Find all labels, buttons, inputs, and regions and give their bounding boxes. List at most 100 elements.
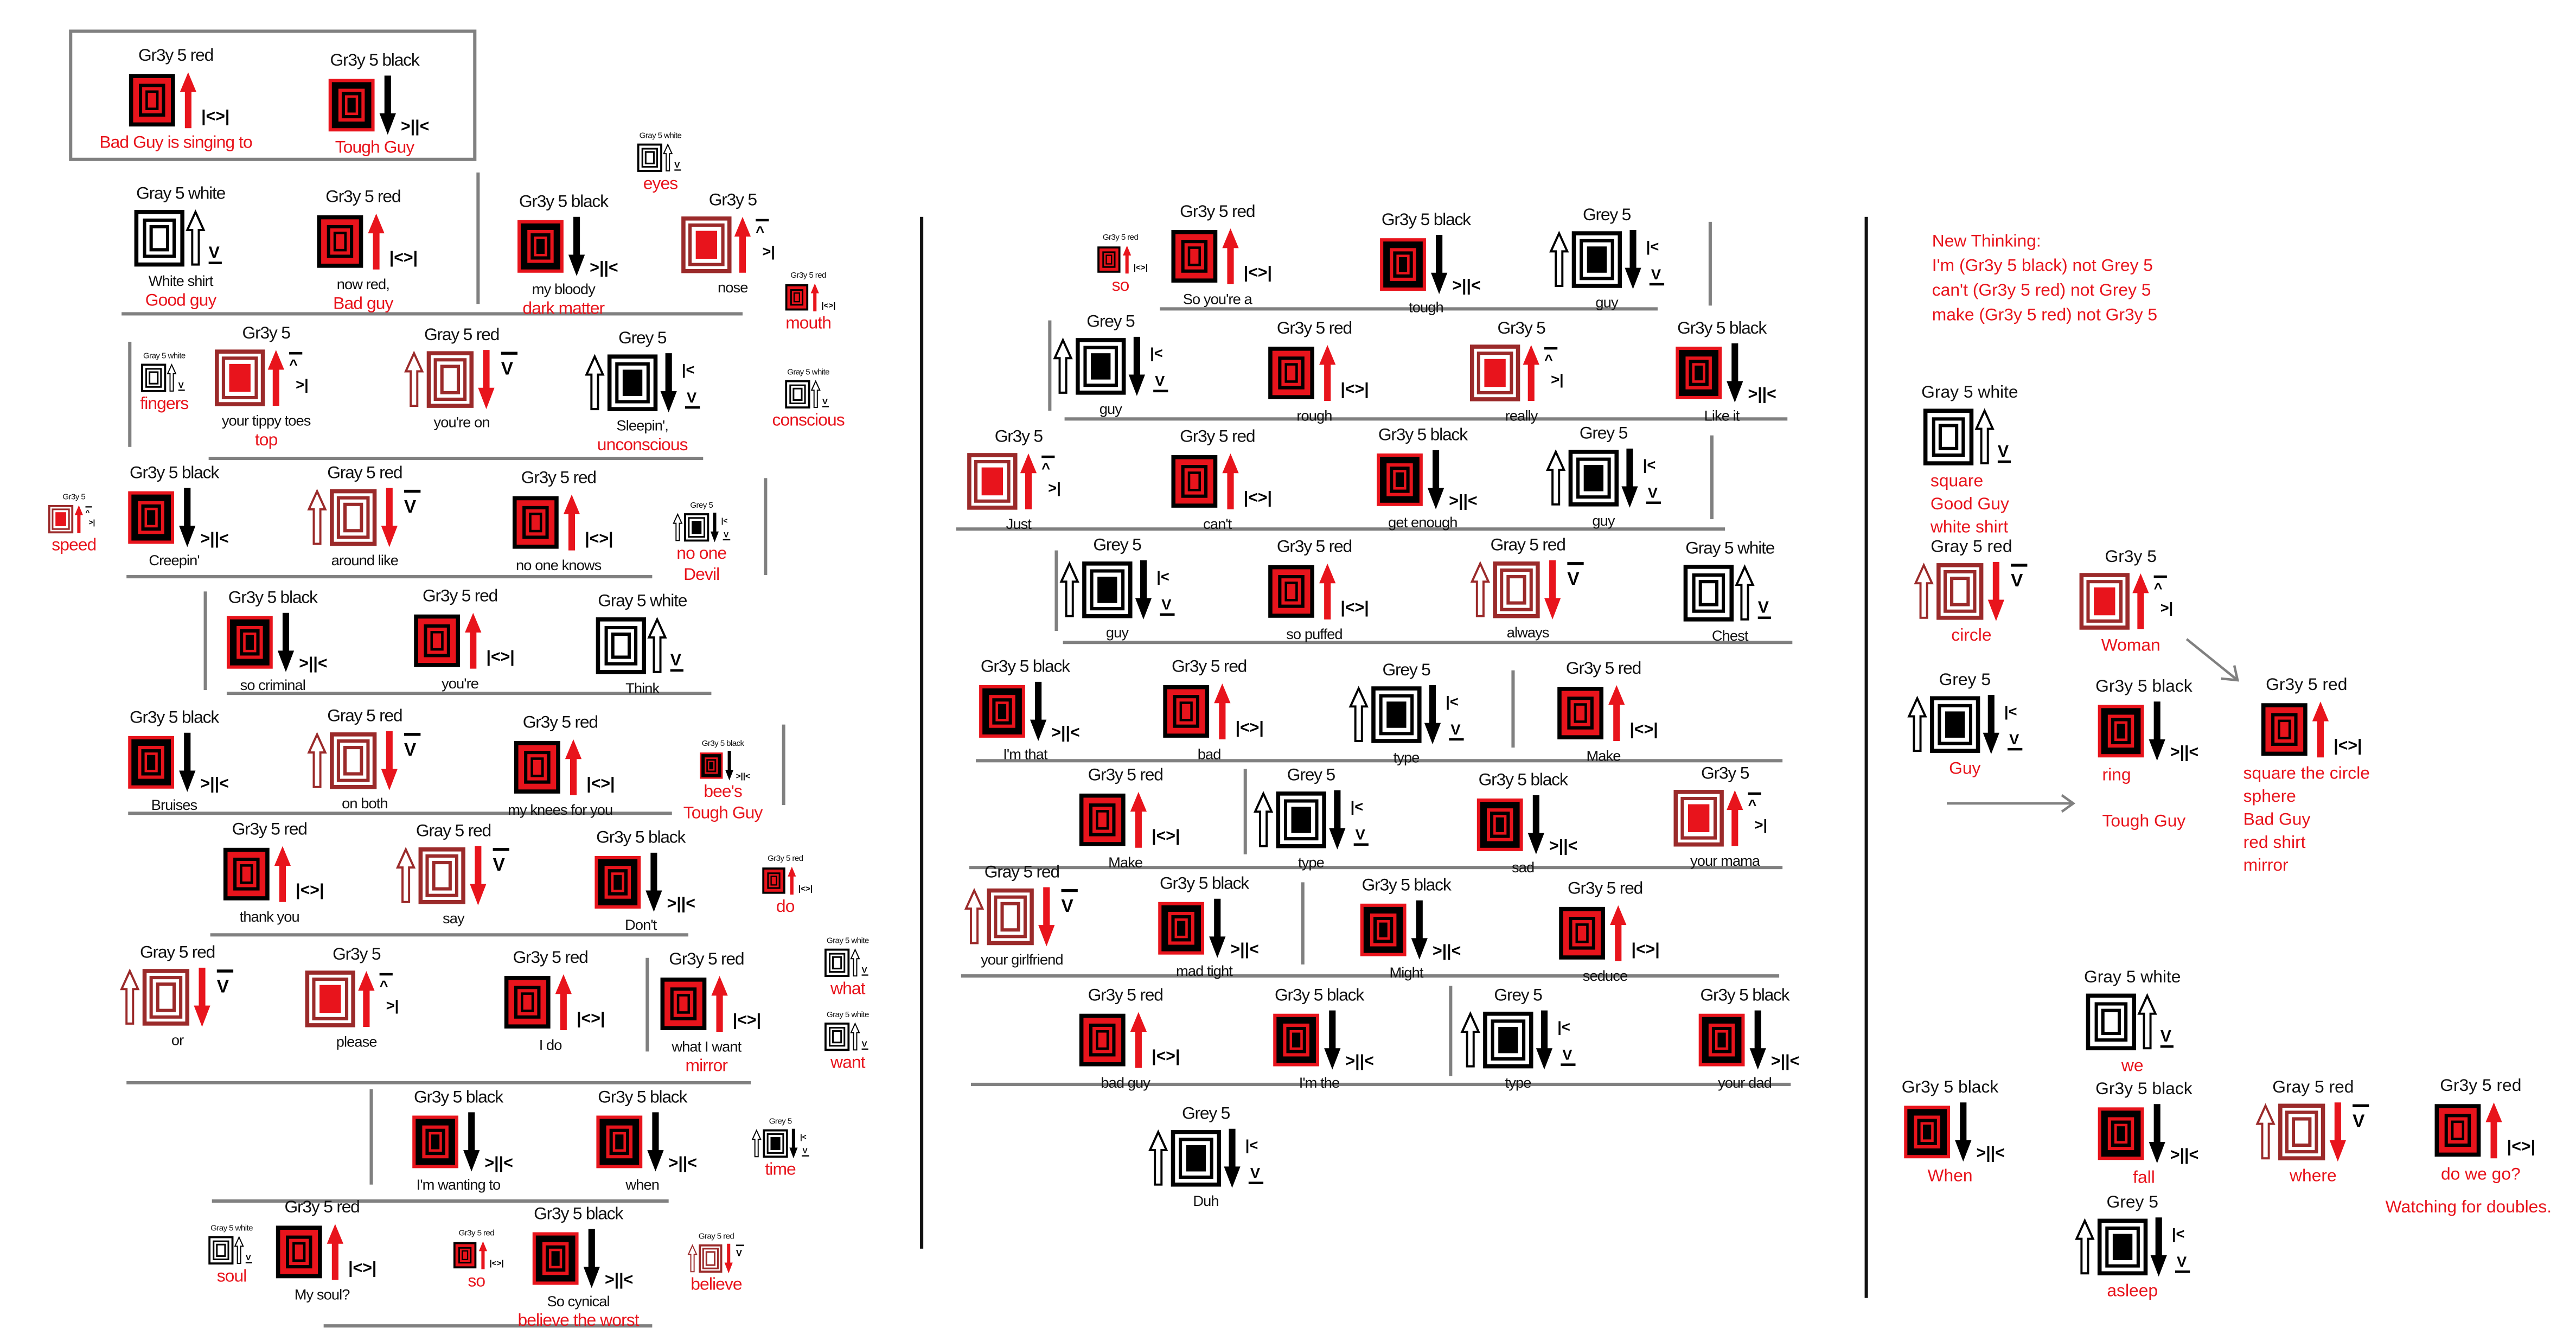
down-arrow-icon bbox=[725, 751, 734, 781]
up-arrow-icon bbox=[74, 505, 83, 533]
outline-up-arrow-icon bbox=[1053, 337, 1073, 394]
symbol-text: V bbox=[404, 740, 416, 760]
gr3y5-black-icon: >||< bbox=[2098, 701, 2198, 761]
white-concentric-square-icon bbox=[1683, 565, 1734, 622]
black-concentric-square-icon bbox=[700, 752, 723, 779]
glyph-label: Gr3y 5 red bbox=[1180, 202, 1255, 222]
glyph-gr3y5-black: Gr3y 5 black >||< Creepin' bbox=[115, 463, 233, 570]
lyric-caption: thank you bbox=[239, 908, 300, 925]
grey5-icon: |< V bbox=[1253, 790, 1369, 850]
symbol-text: >||< bbox=[1230, 941, 1258, 959]
glyph-gr3y5-black: Gr3y 5 black >||< mad tight bbox=[1145, 874, 1263, 981]
symbol-text: V bbox=[1250, 1165, 1260, 1182]
symbol-text: |<>| bbox=[798, 884, 813, 893]
glyph-gr3y5-red: Gr3y 5 red |<>| my knees for you bbox=[501, 713, 619, 820]
lyric-caption: So cynical bbox=[547, 1293, 610, 1310]
glyph-gr3y5-black: Gr3y 5 black >||< sad bbox=[1464, 770, 1582, 877]
glyph-label: Gray 5 white bbox=[1921, 382, 2018, 403]
outline-up-arrow-icon bbox=[307, 732, 327, 788]
down-arrow-icon bbox=[463, 1112, 480, 1172]
lyric-caption: Make bbox=[1586, 748, 1621, 764]
symbol-text: >||< bbox=[590, 259, 618, 277]
white-concentric-square-icon bbox=[208, 1236, 234, 1265]
symbol-text: |<>| bbox=[202, 107, 231, 125]
symbol-text: ^ bbox=[1544, 351, 1553, 368]
gr3y5-black-icon: >||< bbox=[596, 1112, 697, 1172]
red-annotation: top bbox=[254, 430, 278, 450]
lyric-caption: Just bbox=[1006, 516, 1032, 533]
outline-up-arrow-icon bbox=[120, 968, 140, 1025]
symbol-text: >||< bbox=[1977, 1144, 2005, 1162]
thinking-line: New Thinking: bbox=[1932, 232, 2041, 252]
outline-up-arrow-icon bbox=[647, 617, 667, 673]
gr3y5-red-icon: |<>| bbox=[453, 1241, 504, 1269]
gr3y5-black-icon: >||< bbox=[1273, 1010, 1374, 1070]
down-arrow-icon bbox=[2149, 1104, 2165, 1164]
outline-up-arrow-icon bbox=[687, 1244, 698, 1273]
symbol-text: >| bbox=[2160, 599, 2174, 616]
symbol-text: V bbox=[1450, 721, 1460, 738]
dark-red-concentric-square-icon bbox=[2278, 1103, 2325, 1161]
gr3y5-red-icon: |<>| bbox=[514, 739, 615, 795]
red-annotation: Guy bbox=[1949, 759, 1981, 779]
red-annotation: ring Tough Guy bbox=[2102, 765, 2186, 832]
glyph-gr3y5-black: Gr3y 5 black >||< tough bbox=[1367, 210, 1485, 317]
glyph-gr3y5-red: Gr3y 5 red |<>| bad guy bbox=[1066, 986, 1185, 1093]
dark-red-concentric-square-icon bbox=[330, 489, 377, 546]
glyph-label: Gr3y 5 red bbox=[2440, 1076, 2522, 1096]
outline-up-arrow-icon bbox=[964, 887, 985, 944]
symbol-text: >| bbox=[1048, 480, 1061, 496]
grey5-icon: |< V bbox=[585, 353, 700, 413]
symbol-text: |< bbox=[1446, 693, 1459, 710]
glyph-gr3y5-red: Gr3y 5 red |<>| Bad Guy is singing to bbox=[99, 46, 252, 155]
red-center-square-icon bbox=[681, 216, 732, 273]
glyph-gr3y5-black: Gr3y 5 black >||< ring Tough Guy bbox=[2085, 677, 2203, 833]
divider-line bbox=[212, 1199, 669, 1203]
outline-up-arrow-icon bbox=[1545, 449, 1566, 506]
symbol-text: |<>| bbox=[490, 1259, 504, 1268]
glyph-label: Gray 5 white bbox=[143, 352, 186, 362]
down-arrow-icon bbox=[470, 846, 487, 905]
lyric-caption: bad guy bbox=[1101, 1074, 1150, 1091]
black-concentric-square-icon bbox=[595, 855, 641, 909]
symbol-text: ^ bbox=[85, 508, 90, 516]
glyph-label: Gray 5 white bbox=[639, 131, 682, 142]
symbol-text: ^ bbox=[289, 356, 298, 373]
red-concentric-square-icon bbox=[504, 976, 551, 1029]
arrow-guy-to-ring bbox=[1947, 794, 2076, 813]
gr3y5-black-icon: >||< bbox=[532, 1229, 633, 1288]
glyph-label: Gr3y 5 black bbox=[1478, 770, 1568, 790]
symbol-text: |<>| bbox=[1340, 380, 1369, 398]
gr3y5-icon: ^ >| bbox=[215, 349, 309, 406]
glyph-label: Gr3y 5 red bbox=[1088, 986, 1164, 1006]
symbol-text: ^ bbox=[756, 223, 764, 240]
glyph-label: Gray 5 red bbox=[698, 1232, 734, 1242]
glyph-label: Gray 5 white bbox=[826, 936, 869, 947]
lyric-caption: Think bbox=[625, 680, 660, 697]
red-concentric-square-icon bbox=[2434, 1104, 2481, 1157]
red-annotation: square Good Guy white shirt bbox=[1930, 471, 2009, 538]
glyph-label: Gr3y 5 red bbox=[422, 586, 498, 606]
lyric-caption: really bbox=[1505, 407, 1538, 424]
glyph-gr3y5: Gr3y 5 ^ >| Woman bbox=[2072, 547, 2190, 657]
symbol-text: |<>| bbox=[1244, 489, 1272, 507]
up-arrow-icon bbox=[1222, 228, 1239, 284]
red-annotation: believe bbox=[691, 1275, 742, 1295]
black-center-square-icon bbox=[763, 1129, 788, 1158]
gray5-red-icon: V bbox=[307, 488, 421, 547]
black-concentric-square-icon bbox=[979, 685, 1025, 738]
lyric-caption: type bbox=[1505, 1074, 1532, 1091]
lyric-caption: no one knows bbox=[516, 557, 602, 574]
glyph-gr3y5-black: Gr3y 5 black >||< Don't bbox=[581, 828, 700, 935]
down-arrow-icon bbox=[1430, 235, 1448, 295]
symbol-text: V bbox=[2177, 1253, 2187, 1270]
red-center-square-icon bbox=[1469, 344, 1520, 401]
black-center-square-icon bbox=[1571, 231, 1622, 288]
down-arrow-icon bbox=[1128, 336, 1146, 396]
divider-line bbox=[764, 478, 768, 576]
red-concentric-square-icon bbox=[223, 847, 270, 901]
black-concentric-square-icon bbox=[1904, 1106, 1951, 1159]
